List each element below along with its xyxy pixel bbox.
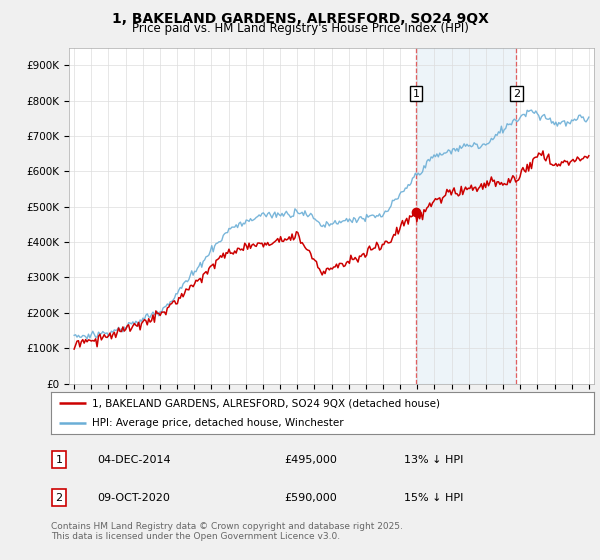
Bar [416,48,517,384]
Text: 2: 2 [56,493,63,503]
Text: £590,000: £590,000 [284,493,337,503]
Text: 1: 1 [56,455,62,465]
Text: 15% ↓ HPI: 15% ↓ HPI [404,493,463,503]
Text: £495,000: £495,000 [284,455,337,465]
Text: 13% ↓ HPI: 13% ↓ HPI [404,455,463,465]
Text: Contains HM Land Registry data © Crown copyright and database right 2025.
This d: Contains HM Land Registry data © Crown c… [51,522,403,542]
Text: 1, BAKELAND GARDENS, ALRESFORD, SO24 9QX (detached house): 1, BAKELAND GARDENS, ALRESFORD, SO24 9QX… [92,398,440,408]
Text: Price paid vs. HM Land Registry's House Price Index (HPI): Price paid vs. HM Land Registry's House … [131,22,469,35]
Text: 1, BAKELAND GARDENS, ALRESFORD, SO24 9QX: 1, BAKELAND GARDENS, ALRESFORD, SO24 9QX [112,12,488,26]
Text: 2: 2 [513,88,520,99]
Text: 04-DEC-2014: 04-DEC-2014 [97,455,171,465]
Text: HPI: Average price, detached house, Winchester: HPI: Average price, detached house, Winc… [92,418,343,428]
Text: 1: 1 [412,88,419,99]
Text: 09-OCT-2020: 09-OCT-2020 [97,493,170,503]
